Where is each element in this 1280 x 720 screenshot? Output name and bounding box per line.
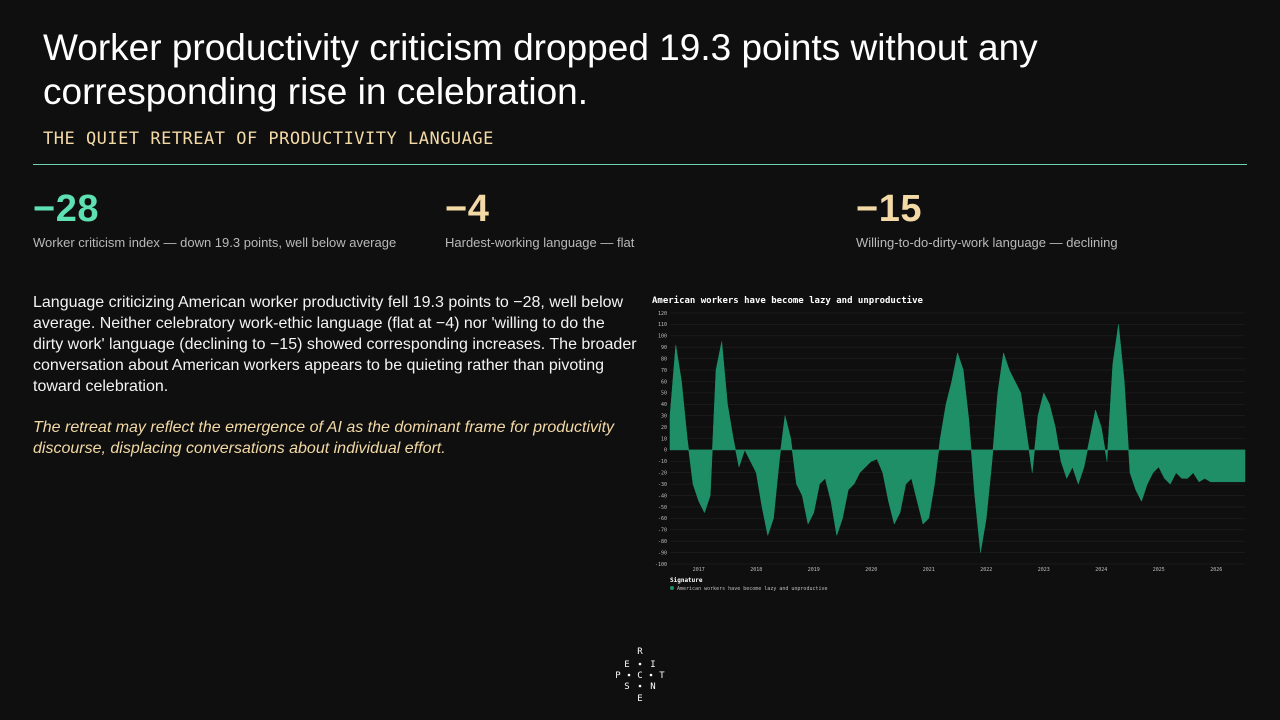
logo-glyph: E (637, 694, 642, 704)
x-tick-label: 2017 (693, 567, 705, 573)
y-tick-label: 80 (661, 356, 667, 362)
x-tick-label: 2022 (980, 567, 992, 573)
page-subtitle: THE QUIET RETREAT OF PRODUCTIVITY LANGUA… (43, 129, 494, 149)
logo-glyph: P (615, 671, 621, 681)
y-tick-label: 10 (661, 436, 667, 442)
x-tick-label: 2019 (808, 567, 820, 573)
y-tick-label: -30 (658, 482, 667, 488)
y-tick-label: -50 (658, 505, 667, 511)
y-tick-label: -10 (658, 459, 667, 465)
page-title: Worker productivity criticism dropped 19… (43, 27, 1038, 112)
x-tick-label: 2024 (1095, 567, 1107, 573)
y-tick-label: -40 (658, 493, 667, 499)
series-area (669, 324, 1246, 553)
kpi-caption: Worker criticism index — down 19.3 point… (33, 235, 397, 250)
chart-svg: American workers have become lazy and un… (652, 295, 1246, 592)
kpi-caption: Willing-to-do-dirty-work language — decl… (856, 235, 1118, 250)
kpi-hardest-working: −4 Hardest-working language — flat (445, 186, 634, 250)
y-tick-label: 110 (658, 322, 667, 328)
brand-logo: RE IP C TS NE (615, 647, 665, 704)
y-tick-label: 0 (664, 448, 667, 454)
kpi-value: −15 (856, 188, 922, 230)
y-tick-label: -80 (658, 539, 667, 545)
x-axis-ticks: 2017 2018 2019 2020 2021 2022 2023 2024 2025 2026 (693, 567, 1223, 573)
y-tick-label: 70 (661, 368, 667, 374)
y-tick-label: 60 (661, 379, 667, 385)
summary-paragraph: Language criticizing American worker pro… (33, 294, 637, 395)
logo-glyph: C (637, 671, 642, 681)
logo-glyph: N (650, 682, 655, 692)
logo-dot (627, 673, 631, 677)
y-tick-label: -20 (658, 471, 667, 477)
chart-legend: Signature American workers have become l… (670, 577, 828, 592)
y-tick-label: 120 (658, 311, 667, 317)
header-divider (33, 164, 1247, 165)
kpi-worker-criticism: −28 Worker criticism index — down 19.3 p… (33, 186, 396, 250)
x-tick-label: 2021 (923, 567, 935, 573)
y-tick-label: -60 (658, 516, 667, 522)
chart-title: American workers have become lazy and un… (652, 295, 924, 306)
logo-glyph: E (624, 660, 629, 670)
y-axis-ticks: -100-90-80-70-60-50-40-30-20-10010203040… (655, 311, 667, 568)
interpretation-note: The retreat may reflect the emergence of… (33, 419, 615, 457)
y-tick-label: 100 (658, 334, 667, 340)
y-tick-label: -100 (655, 562, 667, 568)
signature-chart: American workers have become lazy and un… (648, 290, 1248, 595)
logo-dot (638, 684, 642, 688)
y-tick-label: 50 (661, 391, 667, 397)
y-tick-label: -70 (658, 528, 667, 534)
kpi-value: −28 (33, 188, 99, 230)
logo-glyph: T (659, 671, 665, 681)
y-tick-label: 40 (661, 402, 667, 408)
kpi-caption: Hardest-working language — flat (445, 235, 635, 250)
logo-dot (649, 673, 653, 677)
y-tick-label: 90 (661, 345, 667, 351)
kpi-value: −4 (445, 188, 490, 230)
logo-glyph: I (650, 660, 655, 670)
y-tick-label: -90 (658, 550, 667, 556)
logo-glyph: S (624, 682, 629, 692)
x-tick-label: 2023 (1038, 567, 1050, 573)
y-tick-label: 30 (661, 413, 667, 419)
logo-dot (638, 662, 642, 666)
logo-glyph: R (637, 647, 643, 657)
y-tick-label: 20 (661, 425, 667, 431)
x-tick-label: 2026 (1210, 567, 1222, 573)
x-tick-label: 2020 (865, 567, 877, 573)
x-tick-label: 2025 (1153, 567, 1165, 573)
legend-title: Signature (670, 577, 703, 584)
legend-swatch (670, 586, 674, 590)
legend-entry: American workers have become lazy and un… (677, 586, 828, 592)
kpi-dirty-work: −15 Willing-to-do-dirty-work language — … (856, 186, 1118, 250)
x-tick-label: 2018 (750, 567, 762, 573)
